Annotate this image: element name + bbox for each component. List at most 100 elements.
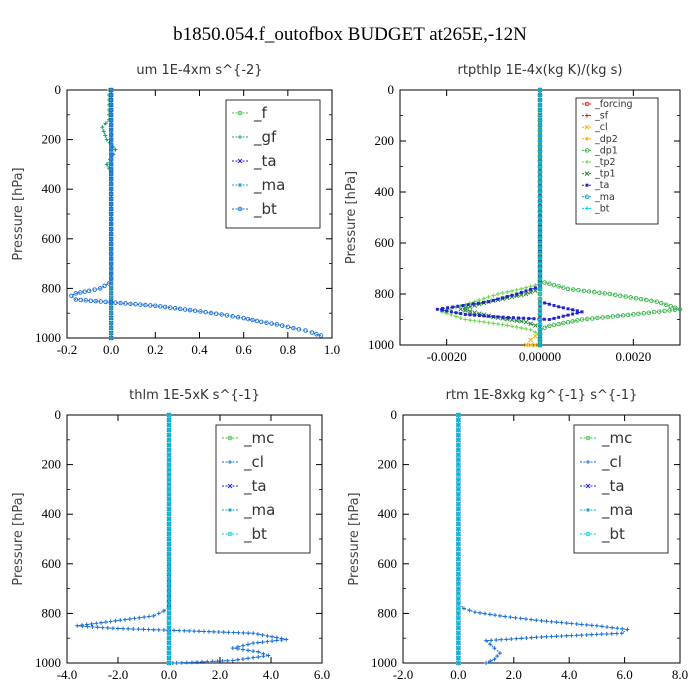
data-point-marker — [285, 324, 291, 330]
series-markers-bt — [456, 412, 461, 666]
data-point-marker — [574, 621, 579, 626]
data-point-marker — [456, 601, 461, 606]
data-point-marker — [113, 300, 118, 305]
data-point-marker — [108, 271, 114, 276]
data-point-marker — [109, 108, 113, 112]
data-point-marker — [456, 507, 460, 511]
data-point-marker — [477, 298, 482, 303]
data-point-marker — [103, 299, 108, 305]
legend-entry: _gf — [253, 128, 277, 147]
data-point-marker — [256, 654, 261, 659]
data-point-marker — [456, 482, 460, 486]
data-point-marker — [594, 632, 599, 637]
data-point-marker — [156, 627, 161, 632]
data-point-marker — [296, 327, 302, 332]
data-point-marker — [108, 226, 114, 232]
data-point-marker — [166, 621, 172, 626]
data-point-marker — [69, 293, 74, 299]
data-point-marker — [456, 551, 461, 557]
legend-marker — [237, 110, 243, 116]
data-point-marker — [108, 211, 114, 217]
data-point-marker — [532, 333, 538, 339]
data-point-marker — [468, 313, 472, 317]
data-point-marker — [523, 319, 529, 325]
series-markers-bt — [69, 87, 324, 338]
data-point-marker — [108, 300, 113, 305]
legend-entry: _ta — [253, 152, 277, 171]
data-point-marker — [533, 330, 538, 335]
data-point-marker — [456, 527, 460, 531]
data-point-marker — [108, 181, 114, 187]
data-point-marker — [538, 271, 542, 276]
data-point-marker — [538, 88, 542, 92]
y-tick-label: 400 — [378, 506, 398, 521]
data-point-marker — [488, 642, 493, 647]
data-point-marker — [167, 423, 171, 427]
data-point-marker — [456, 422, 461, 428]
data-point-marker — [99, 620, 104, 625]
x-tick-label: 4.0 — [263, 667, 279, 682]
data-point-marker — [456, 468, 460, 472]
data-point-marker — [192, 629, 197, 634]
data-point-marker — [166, 596, 172, 601]
data-point-marker — [542, 280, 547, 285]
data-point-marker — [456, 462, 461, 467]
data-point-marker — [579, 317, 585, 322]
data-point-marker — [523, 291, 529, 297]
data-point-marker — [167, 517, 171, 521]
data-point-marker — [260, 633, 265, 638]
data-point-marker — [489, 638, 494, 643]
data-point-marker — [538, 215, 542, 220]
data-point-marker — [527, 316, 531, 320]
data-point-marker — [454, 311, 458, 315]
data-point-marker — [599, 624, 604, 629]
data-point-marker — [456, 621, 461, 626]
x-tick-label: 0.00000 — [519, 349, 561, 364]
data-point-marker — [100, 625, 105, 630]
data-point-marker — [197, 629, 202, 634]
data-point-marker — [538, 144, 542, 149]
data-point-marker — [614, 631, 619, 636]
data-point-marker — [189, 660, 194, 665]
data-point-marker — [519, 286, 524, 291]
data-point-marker — [108, 102, 114, 108]
data-point-marker — [109, 123, 113, 127]
data-point-marker — [241, 630, 246, 635]
data-point-marker — [230, 646, 235, 651]
data-point-marker — [108, 152, 114, 157]
data-point-marker — [461, 606, 466, 611]
data-point-marker — [538, 108, 542, 113]
data-point-marker — [456, 616, 461, 621]
data-point-marker — [166, 591, 172, 596]
data-point-marker — [255, 632, 260, 637]
data-point-marker — [456, 412, 461, 418]
x-tick-label: 0.4 — [191, 342, 208, 357]
data-point-marker — [109, 326, 113, 330]
data-point-marker — [108, 236, 114, 242]
data-point-marker — [505, 323, 510, 328]
data-point-marker — [456, 661, 460, 665]
data-point-marker — [654, 299, 659, 304]
data-point-marker — [554, 634, 559, 639]
chart-title: thlm 1E-5xK s^{-1} — [129, 388, 260, 403]
data-point-marker — [584, 622, 589, 627]
y-axis-label: Pressure [hPa] — [11, 167, 26, 260]
data-point-marker — [559, 620, 564, 625]
data-point-marker — [435, 307, 439, 311]
legend-marker — [228, 460, 232, 464]
data-point-marker — [501, 296, 505, 300]
series-line-tp1 — [460, 90, 541, 345]
data-point-marker — [103, 620, 108, 625]
data-point-marker — [456, 442, 461, 448]
data-point-marker — [538, 159, 542, 164]
data-point-marker — [109, 252, 113, 256]
data-point-marker — [566, 313, 570, 317]
data-point-marker — [166, 576, 172, 581]
data-point-marker — [538, 261, 542, 266]
data-point-marker — [158, 304, 163, 309]
data-point-marker — [109, 167, 113, 171]
data-point-marker — [230, 314, 235, 319]
data-point-marker — [574, 633, 579, 638]
data-point-marker — [510, 324, 514, 329]
data-point-marker — [644, 297, 649, 303]
